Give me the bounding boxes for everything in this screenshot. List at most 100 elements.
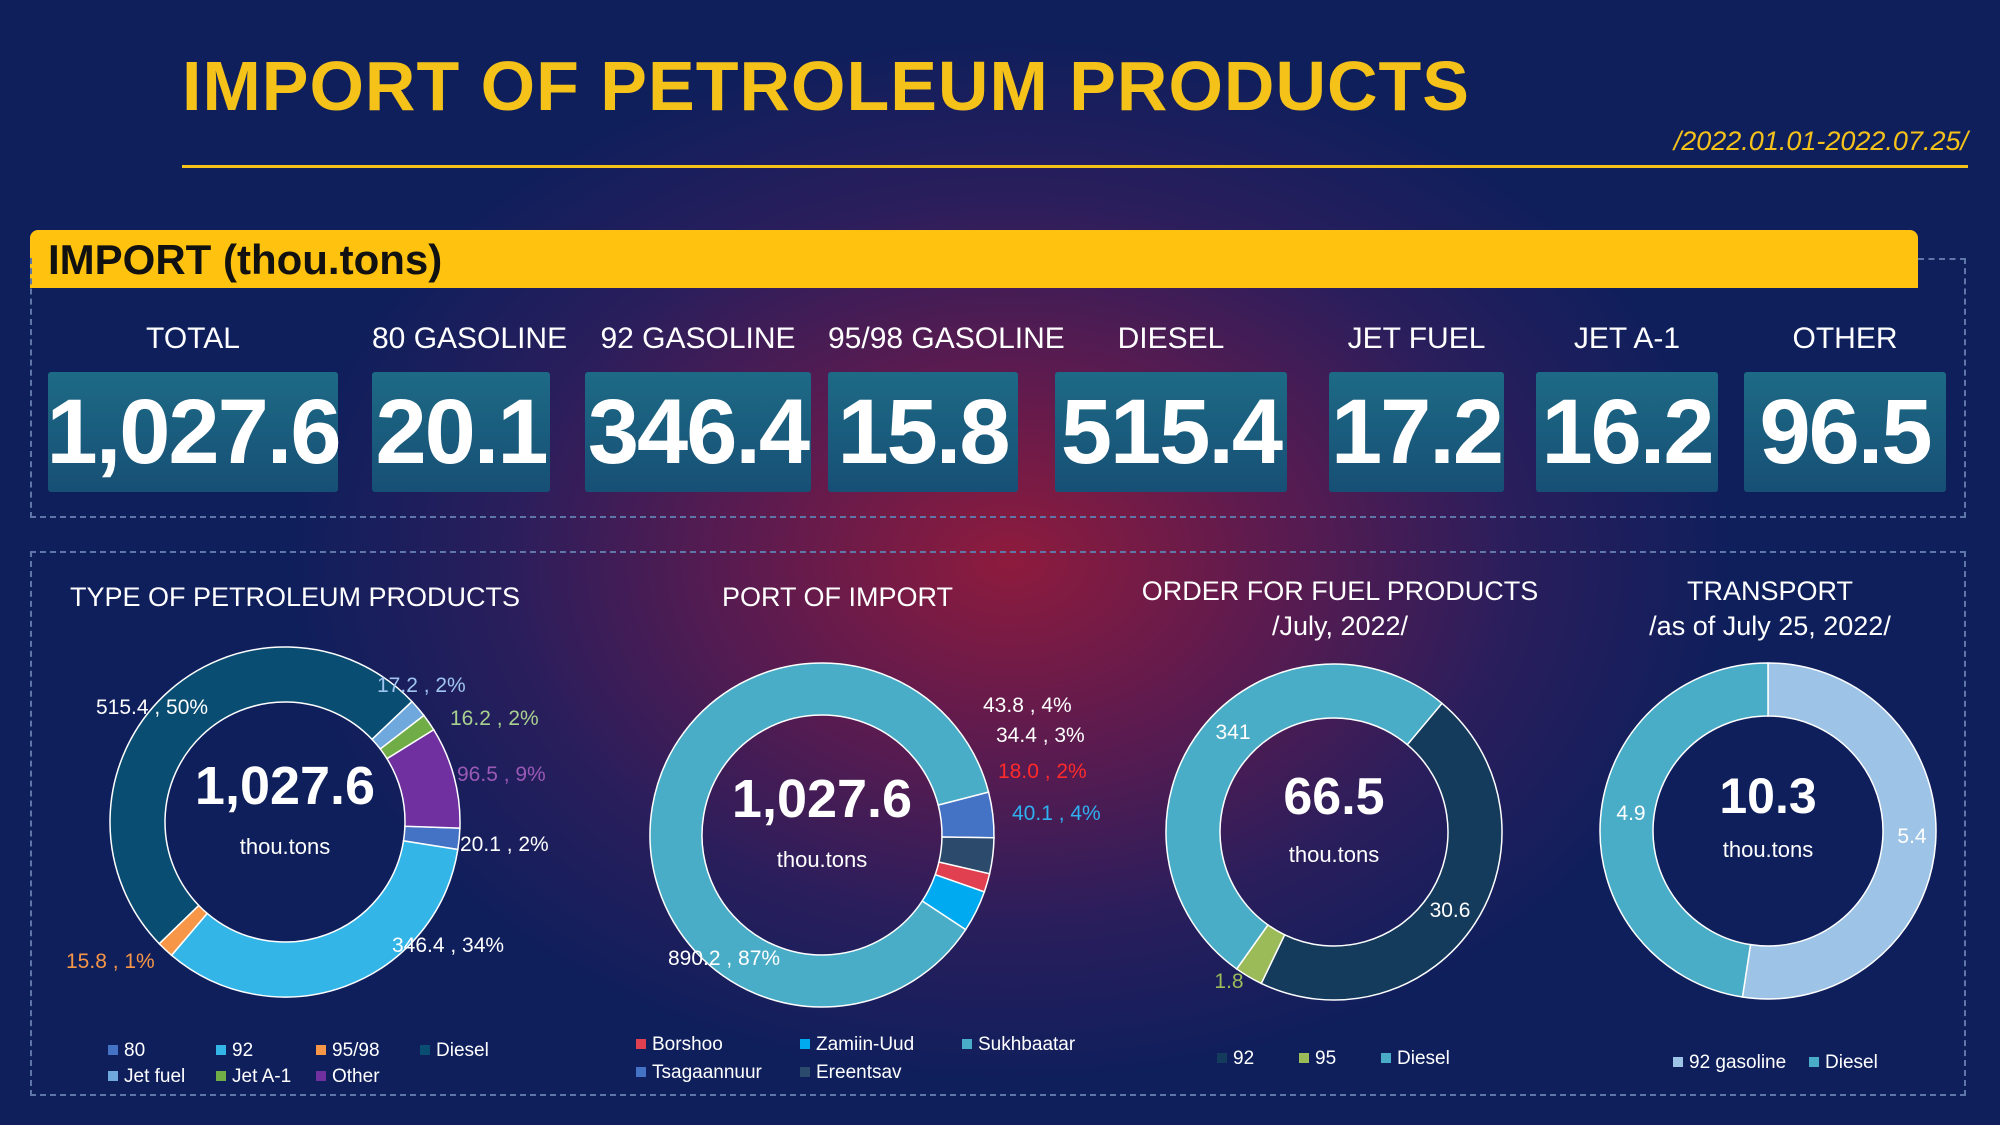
kpi-box: 515.4 — [1055, 372, 1287, 492]
chart-title-type: TYPE OF PETROLEUM PRODUCTS — [60, 580, 530, 615]
date-range: /2022.01.01-2022.07.25/ — [1673, 126, 1968, 156]
data-label-zamiin-uud: 40.1 , 4% — [1012, 802, 1101, 825]
legend-label: Diesel — [1397, 1048, 1450, 1069]
legend-label: 92 — [232, 1040, 254, 1061]
slice-sukhbaatar — [649, 662, 990, 1008]
legend-label: Tsagaannuur — [652, 1062, 762, 1083]
legend-label: Ereentsav — [816, 1062, 902, 1083]
data-label-ereentsav: 34.4 , 3% — [996, 724, 1085, 747]
kpi-label: JET A-1 — [1573, 322, 1681, 355]
legend-label: Jet fuel — [124, 1066, 186, 1087]
donut-order-for-fuel-products: 30.6 1.8 341 66.5 thou.tons — [1165, 663, 1503, 1001]
kpi-value: 96.5 — [1759, 380, 1932, 483]
data-label-95-98: 15.8 , 1% — [66, 950, 155, 973]
legend-swatch — [1673, 1057, 1683, 1067]
kpi-value: 20.1 — [375, 380, 548, 483]
legend-label: Borshoo — [652, 1034, 723, 1055]
legend-swatch — [108, 1071, 118, 1081]
import-section-label: IMPORT (thou.tons) — [48, 236, 443, 283]
legend-label: 92 gasoline — [1689, 1052, 1787, 1073]
kpi-box: 16.2 — [1536, 372, 1718, 492]
legend-label: Sukhbaatar — [978, 1034, 1076, 1055]
legend-item-ereentsav: Ereentsav — [800, 1062, 902, 1084]
kpi-label: DIESEL — [1117, 322, 1225, 355]
legend-label: 92 — [1233, 1048, 1255, 1069]
legend-item-diesel: Diesel — [1381, 1048, 1450, 1070]
legend-item-other: Other — [316, 1066, 380, 1088]
chart-title-text: PORT OF IMPORT — [721, 582, 954, 612]
data-label-92: 30.6 — [1430, 899, 1471, 922]
kpi-value: 346.4 — [587, 380, 810, 483]
data-label-80: 20.1 , 2% — [460, 833, 549, 856]
legend-swatch — [316, 1045, 326, 1055]
slice-92-gasoline — [1741, 662, 1937, 1000]
page-title: IMPORT OF PETROLEUM PRODUCTS — [182, 47, 1470, 125]
legend-item-95-98: 95/98 — [316, 1040, 380, 1062]
legend-label: Zamiin-Uud — [816, 1034, 915, 1055]
legend-swatch — [636, 1067, 646, 1077]
kpi-box: 15.8 — [828, 372, 1018, 492]
legend-swatch — [1299, 1053, 1309, 1063]
import-section-header: IMPORT (thou.tons) — [30, 230, 1918, 288]
kpi-value: 17.2 — [1330, 380, 1504, 483]
kpi-label: OTHER — [1792, 322, 1898, 355]
legend-swatch — [1217, 1053, 1227, 1063]
chart-subtitle-text: /July, 2022/ — [1271, 611, 1409, 641]
kpi-box: 346.4 — [585, 372, 811, 492]
slice-ereentsav — [938, 836, 995, 875]
center-unit: thou.tons — [1723, 837, 1814, 862]
legend-swatch — [216, 1071, 226, 1081]
legend-item-zamiin-uud: Zamiin-Uud — [800, 1034, 914, 1056]
legend-item-92: 92 — [1217, 1048, 1254, 1070]
data-label-95: 1.8 — [1214, 970, 1243, 993]
chart-title-port: PORT OF IMPORT — [600, 580, 1075, 615]
kpi-label: TOTAL — [146, 322, 240, 355]
legend-item-tsagaannuur: Tsagaannuur — [636, 1062, 762, 1084]
legend-item-92: 92 — [216, 1040, 253, 1062]
legend-item-80: 80 — [108, 1040, 145, 1062]
kpi-value: 15.8 — [837, 380, 1010, 483]
chart-subtitle-text: /as of July 25, 2022/ — [1649, 611, 1891, 641]
data-label-diesel: 341 — [1215, 721, 1250, 744]
donut-type-of-petroleum-products: 20.1 , 2% 346.4 , 34% 15.8 , 1% 515.4 , 50%… — [66, 646, 549, 998]
center-value: 1,027.6 — [195, 756, 375, 816]
data-label-other: 96.5 , 9% — [457, 763, 546, 786]
legend-swatch — [108, 1045, 118, 1055]
data-label-diesel: 515.4 , 50% — [96, 696, 208, 719]
legend-swatch — [636, 1039, 646, 1049]
kpi-box: 20.1 — [372, 372, 550, 492]
legend-swatch — [316, 1071, 326, 1081]
kpi-label: 92 GASOLINE — [600, 322, 796, 355]
donut-transport: 5.4 4.9 10.3 thou.tons — [1599, 662, 1937, 1000]
kpi-box: 1,027.6 — [46, 372, 342, 492]
data-label-jet-a-1: 16.2 , 2% — [450, 707, 539, 730]
legend-swatch — [1381, 1053, 1391, 1063]
slice-diesel — [109, 646, 413, 945]
legend-swatch — [420, 1045, 430, 1055]
data-label-92-gasoline: 5.4 — [1897, 825, 1927, 848]
center-unit: thou.tons — [240, 834, 331, 859]
legend-label: 95/98 — [332, 1040, 380, 1061]
slice-92 — [1260, 702, 1503, 1001]
kpi-frame — [30, 258, 1966, 518]
slice-92 — [170, 839, 459, 998]
kpi-box: 96.5 — [1744, 372, 1946, 492]
chart-title-order: ORDER FOR FUEL PRODUCTS /July, 2022/ — [1110, 574, 1570, 644]
data-label-sukhbaatar: 890.2 , 87% — [668, 947, 780, 970]
kpi-frame-corner — [1918, 258, 1966, 260]
legend-item-diesel: Diesel — [420, 1040, 489, 1062]
center-unit: thou.tons — [777, 847, 868, 872]
kpi-value: 16.2 — [1541, 380, 1714, 483]
legend-swatch — [800, 1039, 810, 1049]
kpi-box: 17.2 — [1329, 372, 1504, 492]
legend-label: Other — [332, 1066, 380, 1087]
legend-label: Jet A-1 — [232, 1066, 292, 1087]
legend-swatch — [962, 1039, 972, 1049]
slice-diesel — [1599, 662, 1769, 998]
kpi-value: 1,027.6 — [46, 380, 342, 483]
chart-title-text: TYPE OF PETROLEUM PRODUCTS — [69, 582, 521, 612]
kpi-value: 515.4 — [1060, 380, 1283, 483]
kpi-label: 80 GASOLINE — [372, 322, 568, 355]
legend-item-95: 95 — [1299, 1048, 1336, 1070]
chart-title-text: ORDER FOR FUEL PRODUCTS — [1141, 576, 1539, 606]
